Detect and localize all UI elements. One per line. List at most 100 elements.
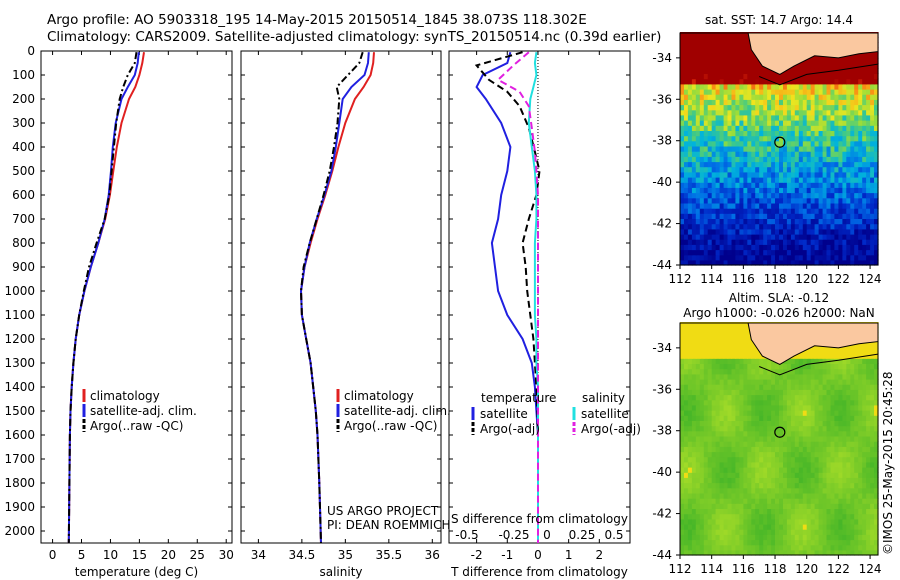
map-cell xyxy=(866,472,871,478)
map-cell xyxy=(850,156,855,163)
map-cell xyxy=(846,498,851,504)
map-cell xyxy=(814,161,820,168)
map-cell xyxy=(691,182,697,188)
map-cell xyxy=(684,145,689,152)
map-cell xyxy=(870,498,875,504)
map-cell xyxy=(755,477,760,484)
map-cell xyxy=(822,114,828,121)
map-cell xyxy=(687,63,693,69)
map-cell xyxy=(771,130,776,137)
map-cell xyxy=(719,477,725,484)
map-cell xyxy=(763,68,768,74)
map-cell xyxy=(810,513,816,520)
map-cell xyxy=(743,492,748,499)
map-cell xyxy=(707,523,713,530)
map-cell xyxy=(759,259,764,266)
project-annotation: US ARGO PROJECT xyxy=(327,504,439,518)
map-cell xyxy=(842,441,847,447)
map-cell xyxy=(719,446,725,453)
map-cell xyxy=(767,456,772,463)
map-cell xyxy=(680,120,685,126)
map-cell xyxy=(695,125,701,131)
map-cell xyxy=(763,171,768,178)
map-cell xyxy=(719,187,725,194)
map-cell xyxy=(790,156,796,163)
map-cell xyxy=(735,373,740,380)
map-cell xyxy=(783,389,788,396)
map-cell xyxy=(684,202,689,209)
map-cell xyxy=(680,410,685,416)
map-cell xyxy=(858,461,863,468)
map-cell xyxy=(751,197,756,204)
map-cell xyxy=(802,472,808,478)
map-cell xyxy=(687,254,693,261)
map-cell xyxy=(715,182,721,188)
map-cell xyxy=(854,130,859,137)
map-cell xyxy=(806,145,812,152)
map-cell xyxy=(822,259,828,266)
map-cell xyxy=(731,508,737,515)
map-cell xyxy=(842,425,847,432)
map-cell xyxy=(846,140,851,147)
map-cell xyxy=(711,373,717,380)
map-cell xyxy=(763,249,768,256)
map-cell xyxy=(731,197,737,204)
map-cell xyxy=(699,63,705,69)
map-cell xyxy=(794,233,800,240)
map-cell xyxy=(802,378,808,385)
map-cell xyxy=(794,171,800,178)
map-cell xyxy=(786,197,792,204)
map-cell xyxy=(870,239,875,245)
map-cell xyxy=(771,259,776,266)
map-cell xyxy=(850,523,855,530)
map-cell xyxy=(822,94,828,100)
map-cell xyxy=(794,467,800,473)
map-cell xyxy=(854,420,859,427)
map-cell xyxy=(802,120,808,126)
map-cell xyxy=(731,534,737,541)
map-cell xyxy=(735,254,740,261)
legend-label: Argo(-adj) xyxy=(480,422,540,436)
map-cell xyxy=(703,353,709,359)
map-cell xyxy=(695,399,701,406)
map-cell xyxy=(810,451,816,458)
map-cell xyxy=(874,378,879,385)
map-cell xyxy=(723,378,729,385)
map-cell xyxy=(723,213,729,219)
map-cell xyxy=(743,161,748,168)
map-cell xyxy=(687,104,693,111)
map-cell xyxy=(771,78,776,85)
map-cell xyxy=(695,498,701,504)
map-cell xyxy=(775,523,780,530)
map-cell xyxy=(818,394,824,401)
map-cell xyxy=(703,223,709,230)
map-cell xyxy=(743,451,748,458)
map-cell xyxy=(810,68,816,74)
map-cell xyxy=(870,399,875,406)
map-cell xyxy=(842,435,847,442)
map-cell xyxy=(767,529,772,535)
map-cell xyxy=(822,441,828,447)
map-cell xyxy=(751,151,756,157)
map-cell xyxy=(711,472,717,478)
map-cell xyxy=(680,430,685,437)
map-cell xyxy=(743,332,748,339)
y-tick-label: 1700 xyxy=(4,452,35,466)
map-cell xyxy=(699,192,705,199)
map-cell xyxy=(723,358,729,364)
map-cell xyxy=(735,513,740,520)
map-cell xyxy=(747,461,752,468)
map-cell xyxy=(711,47,717,54)
map-cell xyxy=(874,342,879,349)
map-cell xyxy=(739,239,744,245)
map-cell xyxy=(763,363,768,370)
map-cell xyxy=(794,456,800,463)
map-cell xyxy=(739,223,744,230)
map-cell xyxy=(759,202,764,209)
map-cell xyxy=(854,503,859,509)
map-cell xyxy=(731,461,737,468)
map-cell xyxy=(743,208,748,214)
map-cell xyxy=(866,503,871,509)
map-cell xyxy=(794,166,800,173)
map-cell xyxy=(719,394,725,401)
